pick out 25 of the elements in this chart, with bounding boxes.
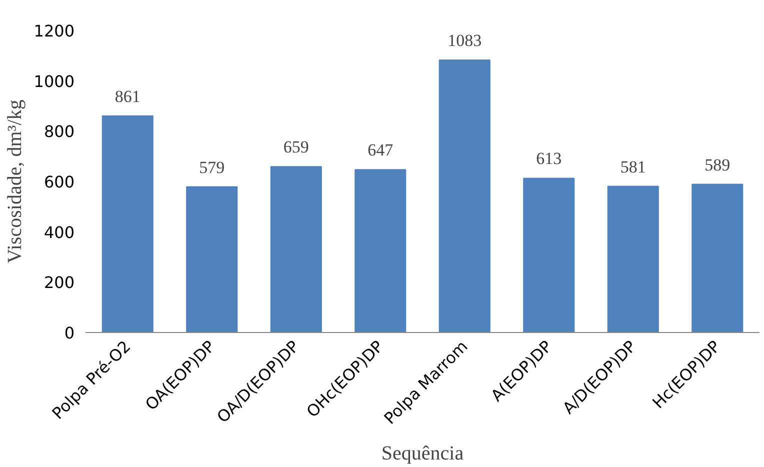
- data-label: 579: [199, 158, 225, 177]
- bar: [354, 169, 406, 332]
- data-label: 589: [704, 155, 730, 174]
- y-tick-label: 600: [44, 172, 75, 192]
- bar: [523, 178, 575, 332]
- bar: [102, 115, 154, 332]
- y-tick-label: 1200: [34, 22, 74, 40]
- data-label: 581: [620, 157, 646, 176]
- y-tick-label: 800: [44, 122, 75, 142]
- y-axis-title: Viscosidade, dm³/kg: [4, 100, 26, 264]
- y-tick-label: 400: [44, 222, 75, 242]
- y-tick-label: 0: [64, 324, 75, 342]
- data-label: 647: [368, 140, 394, 160]
- bar: [270, 166, 322, 332]
- bar: [692, 184, 744, 332]
- bar: [607, 186, 659, 332]
- data-label: 613: [536, 149, 562, 168]
- y-tick-label: 1000: [34, 72, 74, 91]
- data-label: 861: [114, 86, 140, 106]
- bar: [438, 59, 490, 332]
- y-tick-label: 200: [44, 273, 75, 292]
- x-axis-title: Sequência: [381, 442, 464, 465]
- data-label: 659: [283, 138, 309, 157]
- bar: [186, 186, 238, 332]
- data-label: 1083: [448, 30, 482, 50]
